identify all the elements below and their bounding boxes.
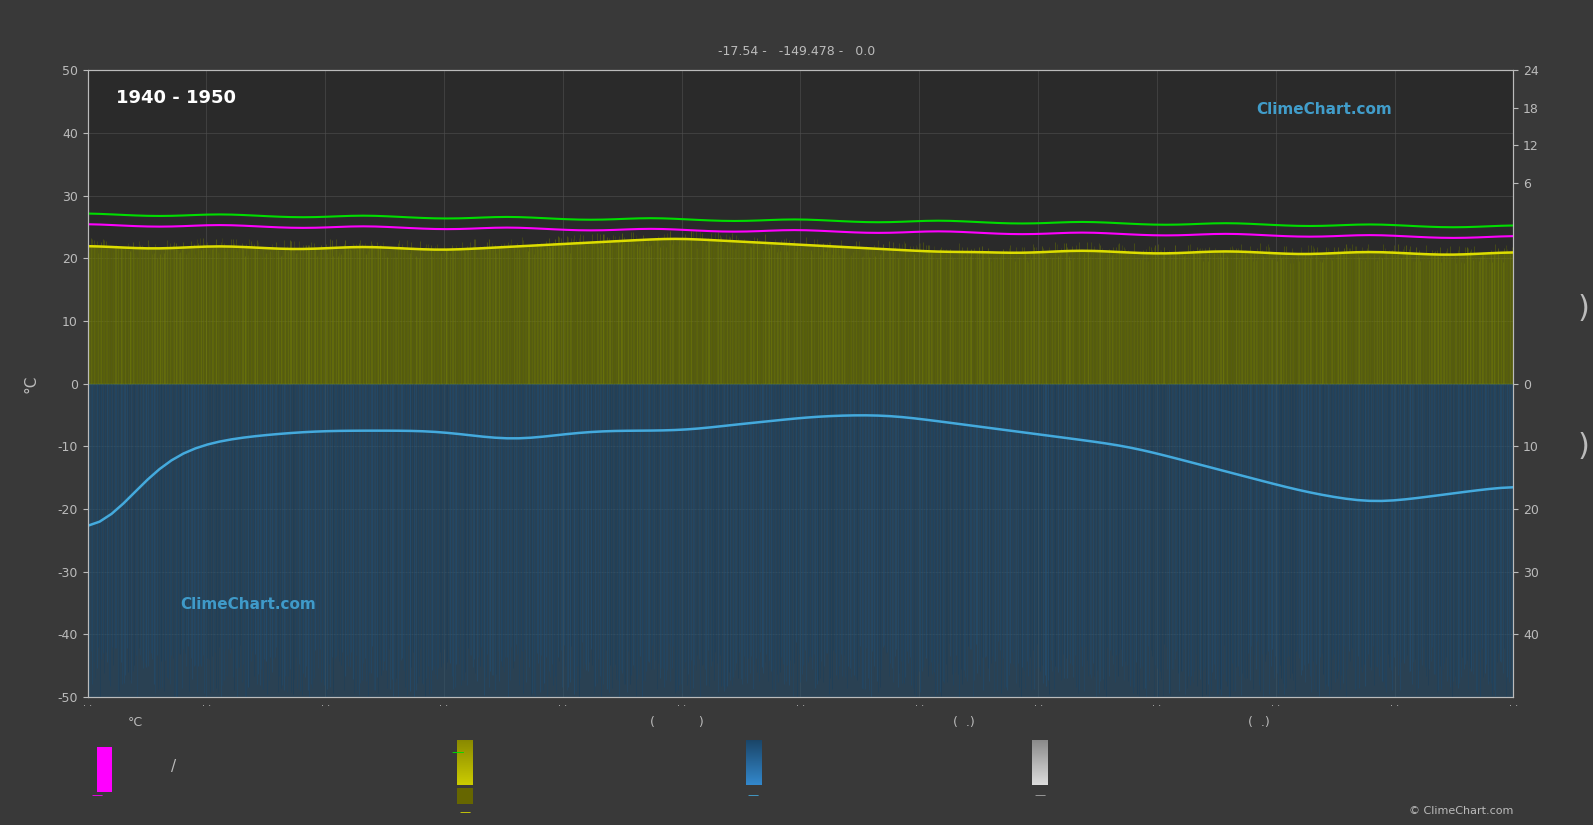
Text: · ·: · · <box>796 701 804 711</box>
Text: ): ) <box>1577 431 1590 461</box>
Text: · ·: · · <box>1509 701 1518 711</box>
Text: © ClimeChart.com: © ClimeChart.com <box>1408 806 1513 816</box>
Text: (  .): ( .) <box>1247 716 1270 729</box>
Text: · ·: · · <box>558 701 567 711</box>
Text: · ·: · · <box>1391 701 1399 711</box>
Text: (  .): ( .) <box>953 716 975 729</box>
Text: /: / <box>170 759 177 775</box>
Text: · ·: · · <box>83 701 92 711</box>
Text: · ·: · · <box>1034 701 1043 711</box>
Text: —: — <box>460 807 470 817</box>
Text: ): ) <box>1577 294 1590 323</box>
Text: · ·: · · <box>677 701 687 711</box>
Text: · ·: · · <box>320 701 330 711</box>
Text: · ·: · · <box>914 701 924 711</box>
Text: (           ): ( ) <box>650 716 704 729</box>
Text: —: — <box>92 790 102 799</box>
Text: ClimeChart.com: ClimeChart.com <box>1257 102 1392 117</box>
Text: °C: °C <box>22 375 38 393</box>
Text: · ·: · · <box>440 701 449 711</box>
Text: —: — <box>749 790 758 799</box>
Text: ClimeChart.com: ClimeChart.com <box>180 597 315 612</box>
Text: · ·: · · <box>1152 701 1161 711</box>
Text: 1940 - 1950: 1940 - 1950 <box>116 89 236 107</box>
Text: · ·: · · <box>202 701 210 711</box>
Text: —: — <box>451 747 464 760</box>
Text: · ·: · · <box>1271 701 1281 711</box>
Text: —: — <box>1035 790 1045 799</box>
Text: °C: °C <box>127 716 143 729</box>
Text: -17.54 -   -149.478 -   0.0: -17.54 - -149.478 - 0.0 <box>718 45 875 59</box>
